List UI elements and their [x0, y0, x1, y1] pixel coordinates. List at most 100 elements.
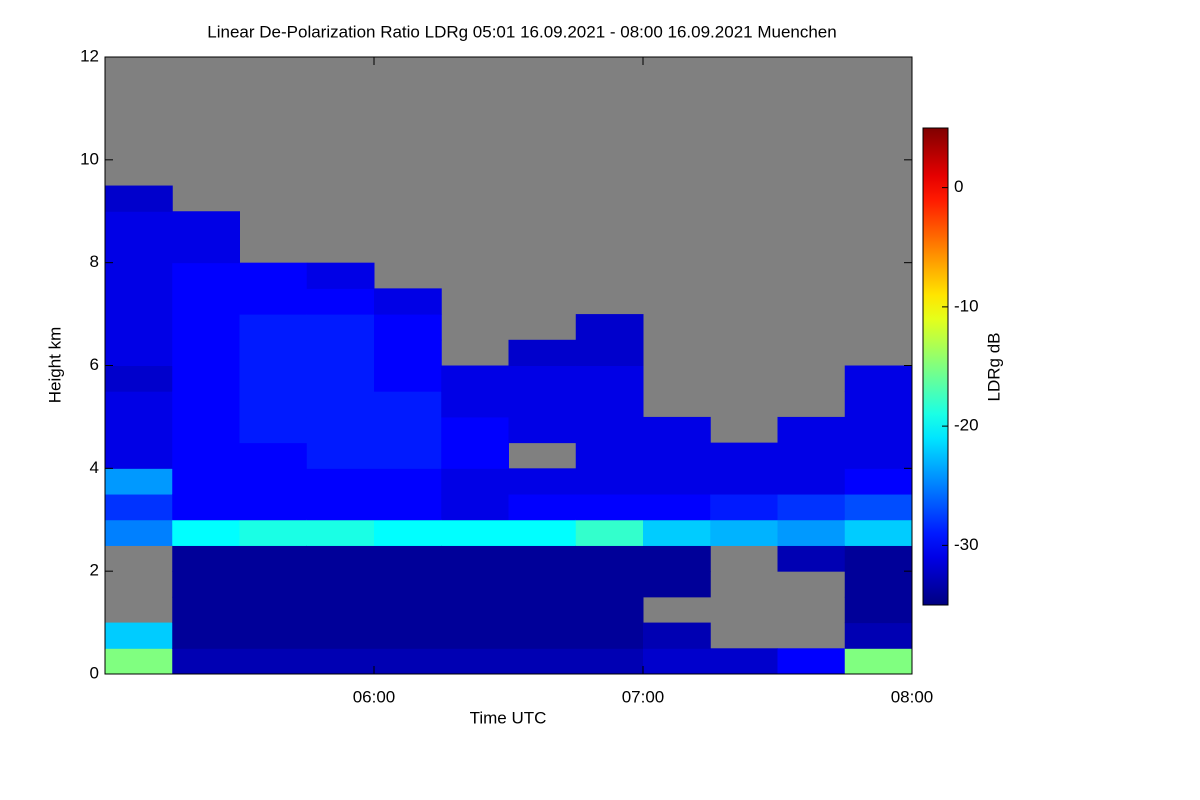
heatmap-cell: [239, 288, 308, 315]
heatmap-cell: [441, 648, 509, 674]
heatmap-cell: [777, 416, 846, 444]
heatmap-cell: [105, 262, 173, 289]
heatmap-cell: [105, 519, 173, 546]
heatmap-cell: [306, 545, 375, 572]
heatmap-cell: [374, 571, 442, 598]
heatmap-cell: [239, 442, 308, 469]
heatmap-cell: [105, 648, 173, 674]
heatmap-cell: [710, 442, 778, 469]
heatmap-cell: [239, 571, 308, 598]
heatmap-cell: [441, 622, 509, 649]
heatmap-cell: [105, 314, 173, 341]
heatmap-cell: [239, 494, 308, 521]
heatmap-cell: [239, 416, 308, 444]
y-tick-label: 8: [90, 252, 99, 271]
colorbar-tick-label: -10: [954, 296, 979, 315]
heatmap-cell: [306, 442, 375, 469]
heatmap-cell: [575, 519, 644, 546]
heatmap-cell: [643, 545, 711, 572]
heatmap-cell: [575, 648, 644, 674]
heatmap-cell: [306, 288, 375, 315]
heatmap-cell: [374, 365, 442, 392]
heatmap-cell: [643, 494, 711, 521]
heatmap-cell: [575, 571, 644, 598]
heatmap-cell: [306, 262, 375, 289]
heatmap-cell: [441, 365, 509, 392]
heatmap-cell: [172, 288, 240, 315]
heatmap-cell: [172, 211, 240, 238]
heatmap-cell: [777, 442, 846, 469]
heatmap-cell: [374, 314, 442, 341]
heatmap-cell: [105, 365, 173, 392]
heatmap-cell: [172, 468, 240, 495]
heatmap-cell: [172, 314, 240, 341]
x-tick-label: 08:00: [891, 687, 934, 706]
heatmap-cell: [575, 339, 644, 366]
heatmap-cell: [575, 442, 644, 469]
heatmap-cell: [172, 236, 240, 264]
heatmap-cell: [441, 442, 509, 469]
heatmap-cell: [172, 622, 240, 649]
heatmap-cell: [777, 648, 846, 674]
heatmap-cell: [575, 365, 644, 392]
y-tick-label: 10: [80, 149, 99, 168]
heatmap-cell: [374, 288, 442, 315]
heatmap-cell: [844, 545, 912, 572]
heatmap-cell: [172, 365, 240, 392]
heatmap-cell: [374, 596, 442, 624]
heatmap-cell: [172, 596, 240, 624]
heatmap-cell: [844, 571, 912, 598]
heatmap-cell: [441, 468, 509, 495]
heatmap-cell: [105, 416, 173, 444]
colorbar: [922, 127, 949, 606]
heatmap-cell: [105, 442, 173, 469]
heatmap-cell: [306, 648, 375, 674]
heatmap-cell: [239, 365, 308, 392]
heatmap-cell: [239, 648, 308, 674]
heatmap-cell: [643, 622, 711, 649]
heatmap-cell: [777, 494, 846, 521]
heatmap-cell: [575, 391, 644, 418]
heatmap-cell: [105, 494, 173, 521]
chart-title: Linear De-Polarization Ratio LDRg 05:01 …: [207, 22, 836, 41]
heatmap-cell: [575, 494, 644, 521]
heatmap-cell: [374, 545, 442, 572]
heatmap-cell: [508, 494, 577, 521]
heatmap-cell: [710, 468, 778, 495]
heatmap-cell: [710, 648, 778, 674]
heatmap-cell: [643, 648, 711, 674]
y-tick-label: 2: [90, 561, 99, 580]
heatmap-cell: [844, 622, 912, 649]
heatmap-cell: [575, 416, 644, 444]
heatmap-cell: [306, 571, 375, 598]
heatmap-cell: [508, 416, 577, 444]
heatmap-cell: [105, 185, 173, 212]
heatmap-cell: [441, 596, 509, 624]
heatmap-cell: [844, 391, 912, 418]
heatmap-cell: [508, 596, 577, 624]
x-tick-label: 07:00: [622, 687, 665, 706]
heatmap-cell: [306, 468, 375, 495]
heatmap-cell: [306, 391, 375, 418]
heatmap-cell: [374, 442, 442, 469]
heatmap-cell: [844, 416, 912, 444]
y-tick-label: 0: [90, 663, 99, 682]
heatmap-cell: [172, 648, 240, 674]
heatmap-cell: [575, 545, 644, 572]
heatmap-cell: [239, 262, 308, 289]
heatmap-cell: [508, 468, 577, 495]
heatmap-cell: [239, 339, 308, 366]
heatmap-cell: [105, 622, 173, 649]
heatmap-cell: [643, 519, 711, 546]
heatmap-cell: [844, 442, 912, 469]
heatmap-cell: [374, 468, 442, 495]
heatmap-cell: [508, 622, 577, 649]
heatmap-cell: [105, 391, 173, 418]
heatmap-cell: [239, 391, 308, 418]
heatmap-cell: [172, 262, 240, 289]
heatmap-cell: [374, 416, 442, 444]
heatmap-cell: [441, 545, 509, 572]
heatmap-cell: [575, 596, 644, 624]
heatmap-cell: [844, 648, 912, 674]
